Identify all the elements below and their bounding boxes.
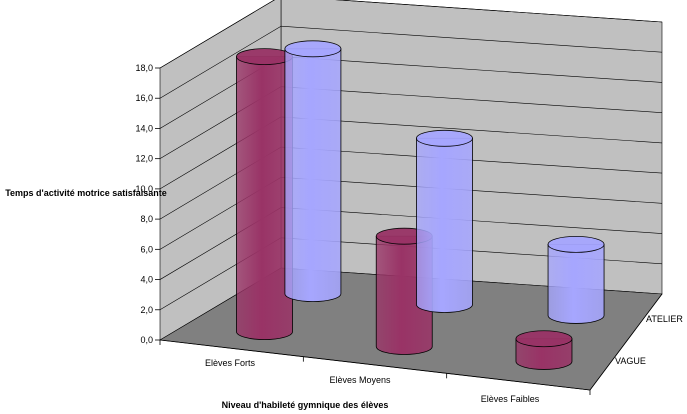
gridline-side: [159, 25, 282, 99]
gridline-back: [280, 56, 663, 83]
series-depth-labels: VAGUE ATELIER: [615, 314, 683, 366]
bar-top-vague-1: [416, 129, 473, 147]
bar-atelier-2: [515, 338, 573, 370]
series-label: VAGUE: [615, 356, 646, 366]
x-tick-label: Elèves Moyens: [329, 375, 391, 385]
y-ticks: 0,0 2,0 4,0 6,0 8,0 10,0 12,0 14,0 16,0 18,0: [135, 63, 663, 395]
bar-vague-1: [416, 137, 473, 313]
depth-axis-line: [589, 293, 663, 391]
gridline-back: [335, 0, 663, 23]
x-axis-title: Niveau d'habileté gymnique des élèves: [222, 400, 389, 410]
y-tick-label: 14,0: [135, 123, 153, 133]
bar-top-vague-2: [547, 236, 605, 253]
x-axis-line: [159, 339, 591, 391]
gridline-back: [280, 86, 663, 113]
y-tick-label: 6,0: [140, 244, 153, 254]
bar-vague-2: [547, 244, 605, 324]
bar-vague-0: [284, 48, 342, 303]
x-tick-label: Elèves Forts: [205, 358, 256, 368]
bars: [236, 40, 605, 370]
series-label: ATELIER: [646, 314, 683, 324]
y-tick-label: 8,0: [140, 214, 153, 224]
gridline-back: [280, 25, 663, 53]
bar-atelier-0: [236, 56, 293, 341]
y-tick-label: 2,0: [140, 305, 153, 315]
y-tick-label: 16,0: [135, 93, 153, 103]
bar-top-atelier-2: [515, 330, 573, 348]
y-tick-label: 0,0: [140, 335, 153, 345]
y-tick-label: 12,0: [135, 154, 153, 164]
y-tick-label: 18,0: [135, 63, 153, 73]
bar-top-vague-0: [284, 40, 342, 58]
y-tick-label: 10,0: [135, 184, 153, 194]
bar-top-atelier-0: [236, 48, 293, 65]
x-category-labels: Elèves Forts Elèves Moyens Elèves Faibles: [205, 358, 540, 404]
y-axis-title-line1: Temps d'activité motrice satisfaisante: [5, 188, 167, 198]
gridline-back: [280, 116, 663, 144]
y-tick-label: 4,0: [140, 275, 153, 285]
x-tick-label: Elèves Faibles: [481, 394, 540, 404]
gridline-side: [159, 0, 275, 69]
